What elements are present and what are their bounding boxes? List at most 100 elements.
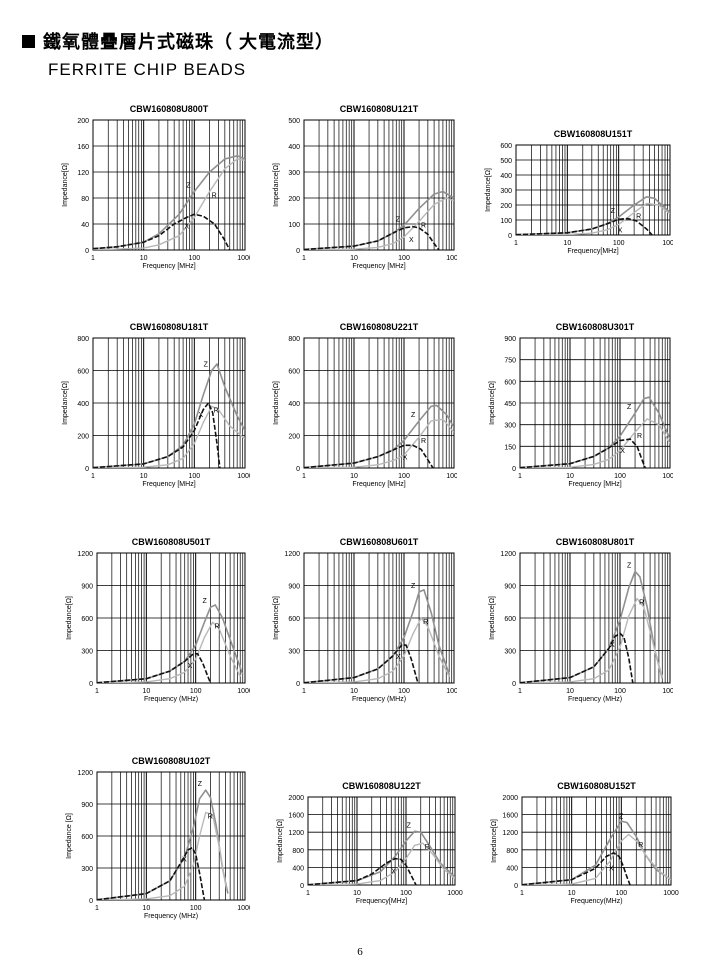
- x-tick-label: 1000: [237, 905, 250, 912]
- series-label-x: X: [396, 654, 401, 661]
- y-axis-label: Impedance[Ω]: [489, 381, 496, 425]
- y-tick-label: 900: [504, 336, 516, 343]
- series-label-x: X: [620, 448, 625, 455]
- y-tick-label: 450: [504, 401, 516, 408]
- y-tick-label: 1200: [77, 770, 93, 777]
- series-label-r: R: [636, 214, 641, 221]
- x-axis-label: Frequency [MHz]: [352, 263, 405, 270]
- y-tick-label: 200: [500, 203, 512, 210]
- x-tick-label: 100: [615, 890, 627, 897]
- y-tick-label: 400: [500, 173, 512, 180]
- y-axis-label: Impedance[Ω]: [62, 163, 69, 207]
- chart-svg: CBW160808U102T 0 300 600 900 1200 1 10 100 1000 Fr…: [66, 756, 253, 920]
- series-line-r: [93, 405, 245, 468]
- impedance-chart-5: CBW160808U221T 0 200 400 600 800 1 10 100 1000 Fre…: [262, 318, 462, 493]
- plot-frame: [96, 552, 246, 684]
- y-tick-label: 600: [81, 834, 93, 841]
- y-tick-label: 800: [292, 848, 304, 855]
- x-tick-label: 1000: [446, 473, 457, 480]
- series-line-x: [304, 644, 419, 683]
- x-tick-label: 1: [302, 473, 306, 480]
- series-label-z: Z: [611, 208, 616, 215]
- plot-frame: [92, 337, 246, 469]
- y-tick-label: 600: [288, 369, 300, 376]
- series-label-r: R: [421, 438, 426, 445]
- y-tick-label: 1600: [288, 813, 304, 820]
- series-label-r: R: [425, 844, 430, 851]
- chart-svg: CBW160808U801T 0 300 600 900 1200 1 10 100 1000 Fr…: [489, 537, 678, 703]
- x-tick-label: 1: [302, 688, 306, 695]
- y-tick-label: 1200: [500, 551, 516, 558]
- x-tick-label: 10: [142, 905, 150, 912]
- x-axis-label: Frequency (MHz): [144, 696, 198, 703]
- chart-svg: CBW160808U151T 0 100 200 300 400 500 600 1 10 100 1…: [485, 129, 678, 255]
- y-axis-label: Impedance[Ω]: [273, 163, 280, 207]
- plot-frame: [519, 337, 671, 469]
- series-label-z: Z: [186, 183, 191, 190]
- y-tick-label: 300: [81, 649, 93, 656]
- x-tick-label: 1: [95, 905, 99, 912]
- y-tick-label: 600: [504, 616, 516, 623]
- series-line-x: [97, 846, 206, 900]
- series-label-r: R: [639, 600, 644, 607]
- series-line-r: [97, 621, 241, 683]
- series-line-x: [522, 852, 631, 885]
- impedance-chart-8: CBW160808U601T 0 300 600 900 1200 1 10 100 1000 Fr…: [262, 533, 462, 711]
- y-axis-label: Impedance[Ω]: [491, 819, 498, 863]
- y-tick-label: 200: [288, 196, 300, 203]
- impedance-chart-12: CBW160808U152T 0 400 800 1200 1600 2000 1 10 100 1…: [486, 752, 681, 920]
- y-tick-label: 2000: [288, 795, 304, 802]
- y-tick-label: 750: [504, 358, 516, 365]
- series-line-r: [516, 202, 670, 235]
- series-label-r: R: [637, 433, 642, 440]
- x-tick-label: 100: [614, 473, 626, 480]
- series-label-z: Z: [627, 404, 632, 411]
- series-label-x: X: [403, 454, 408, 461]
- chart-title: CBW160808U122T: [342, 781, 421, 791]
- y-tick-label: 1200: [288, 830, 304, 837]
- chart-svg: CBW160808U152T 0 400 800 1200 1600 2000 1 10 100 1…: [491, 781, 679, 905]
- y-tick-label: 0: [85, 248, 89, 255]
- series-label-x: X: [391, 868, 396, 875]
- y-axis-label: Impedance[Ω]: [62, 381, 69, 425]
- chinese-title-row: 鐵氧體疊層片式磁珠（ 大電流型）: [22, 28, 334, 54]
- series-line-r: [97, 811, 228, 900]
- chart-title: CBW160808U151T: [554, 129, 633, 139]
- series-label-z: Z: [407, 822, 412, 829]
- x-axis-label: Frequency[MHz]: [567, 248, 618, 255]
- chart-svg: CBW160808U221T 0 200 400 600 800 1 10 100 1000 Fre…: [273, 322, 462, 488]
- series-label-z: Z: [411, 583, 416, 590]
- y-tick-label: 0: [85, 466, 89, 473]
- y-axis-label: Impedance [Ω]: [66, 813, 73, 859]
- chart-svg: CBW160808U181T 0 200 400 600 800 1 10 100 1000 Fre…: [62, 322, 253, 488]
- x-tick-label: 100: [614, 688, 626, 695]
- chart-title: CBW160808U221T: [340, 322, 419, 332]
- x-tick-label: 10: [140, 473, 148, 480]
- series-line-x: [520, 438, 647, 468]
- series-line-r: [93, 158, 245, 250]
- y-tick-label: 600: [81, 616, 93, 623]
- series-line-x: [93, 213, 231, 250]
- x-axis-label: Frequency (MHz): [568, 696, 622, 703]
- series-line-x: [93, 402, 221, 468]
- chart-title: CBW160808U121T: [340, 104, 419, 114]
- y-tick-label: 1600: [502, 813, 518, 820]
- x-tick-label: 1: [520, 890, 524, 897]
- y-tick-label: 1200: [502, 830, 518, 837]
- series-label-x: X: [610, 642, 615, 649]
- x-tick-label: 100: [190, 688, 202, 695]
- x-tick-label: 10: [568, 890, 576, 897]
- series-line-x: [308, 857, 417, 885]
- series-label-r: R: [208, 814, 213, 821]
- y-tick-label: 80: [81, 196, 89, 203]
- y-tick-label: 600: [77, 369, 89, 376]
- x-tick-label: 10: [353, 890, 361, 897]
- y-tick-label: 300: [504, 423, 516, 430]
- series-line-r: [520, 418, 670, 468]
- series-line-z: [304, 404, 454, 468]
- series-label-z: Z: [204, 362, 209, 369]
- y-tick-label: 600: [288, 616, 300, 623]
- chart-title: CBW160808U800T: [130, 104, 209, 114]
- y-tick-label: 0: [89, 681, 93, 688]
- x-tick-label: 1: [91, 473, 95, 480]
